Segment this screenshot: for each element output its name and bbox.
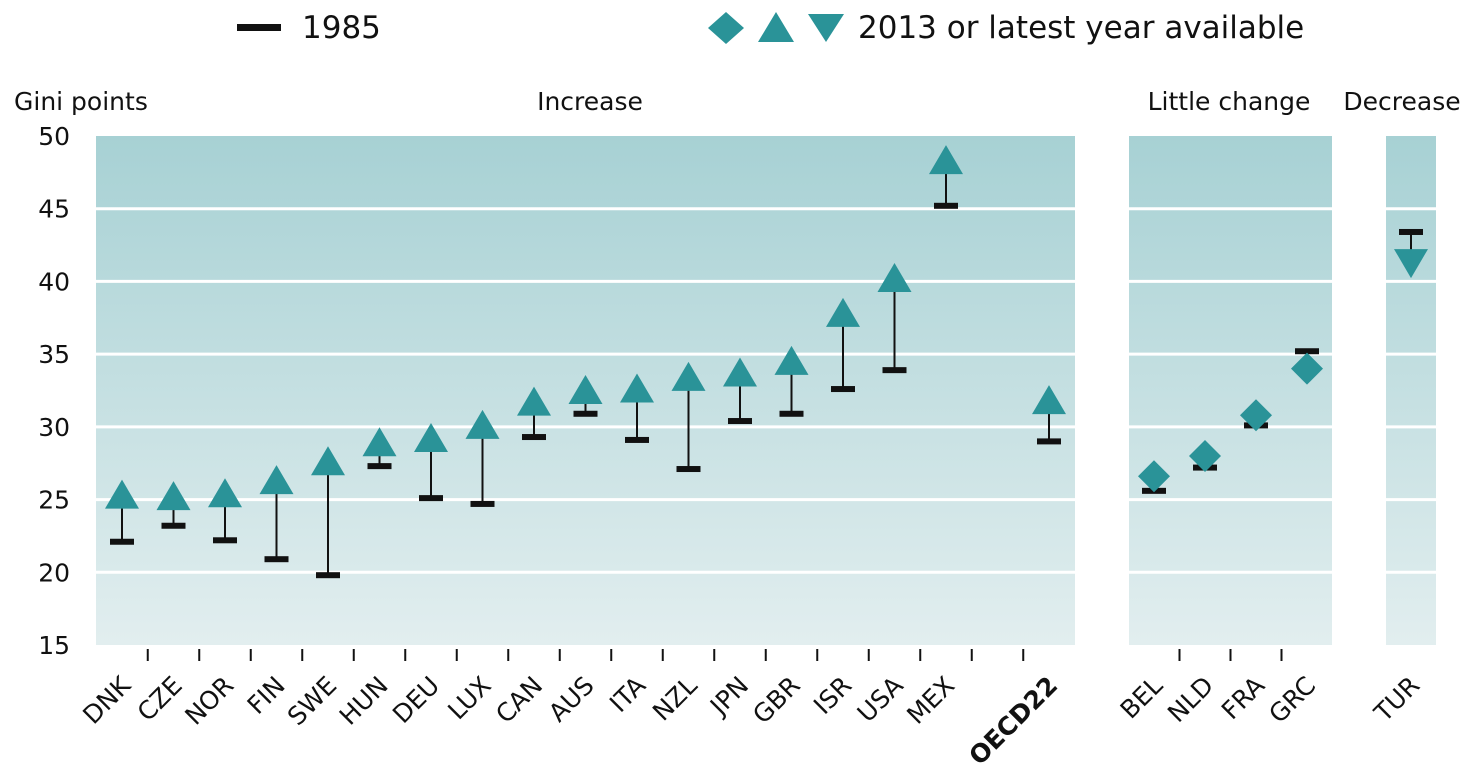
point-2013-oecd22: [1032, 385, 1066, 415]
x-label-gbr: GBR: [747, 671, 806, 730]
point-1985-nor: [213, 537, 237, 544]
x-label-bel: BEL: [1115, 671, 1169, 725]
point-1985-cze: [161, 522, 186, 529]
point-1985-grc: [1295, 348, 1319, 355]
panel-2: [1386, 136, 1436, 645]
point-2013-fra: [1240, 399, 1272, 432]
x-label-jpn: JPN: [703, 671, 754, 722]
y-tick-label: 30: [38, 413, 70, 442]
point-2013-tur: [1394, 249, 1428, 279]
point-1985-deu: [419, 495, 443, 502]
legend-triangle-down-icon: [808, 14, 844, 42]
point-1985-isr: [831, 386, 855, 393]
point-2013-nld: [1189, 439, 1221, 472]
y-tick-label: 45: [38, 195, 70, 224]
point-2013-usa: [877, 262, 912, 292]
legend-1985-symbol: [237, 24, 281, 31]
point-1985-lux: [470, 500, 495, 507]
x-label-fra: FRA: [1216, 671, 1270, 725]
group-label: Little change: [1148, 87, 1311, 116]
point-1985-swe: [316, 572, 340, 579]
y-axis-label: Gini points: [14, 87, 148, 116]
x-label-swe: SWE: [282, 671, 342, 731]
panel-1: [1129, 136, 1332, 645]
x-label-aus: AUS: [543, 671, 600, 728]
point-1985-ita: [625, 436, 649, 443]
point-1985-dnk: [110, 538, 134, 545]
point-1985-nzl: [676, 466, 701, 473]
point-1985-aus: [573, 410, 598, 417]
x-label-usa: USA: [852, 671, 909, 728]
x-label-isr: ISR: [808, 671, 857, 720]
point-2013-isr: [826, 297, 860, 327]
x-label-can: CAN: [490, 671, 548, 729]
point-2013-fin: [259, 465, 294, 495]
y-axis-ticks: 15 20 25 30 35 40 45 50: [38, 122, 70, 660]
point-2013-mex: [929, 145, 963, 175]
point-2013-grc: [1291, 352, 1323, 385]
point-2013-jpn: [723, 357, 757, 387]
point-2013-nor: [208, 478, 242, 508]
x-label-tur: TUR: [1368, 671, 1425, 728]
legend-diamond-icon: [708, 12, 744, 44]
x-label-lux: LUX: [442, 671, 497, 726]
legend: 1985 2013 or latest year available: [237, 10, 1304, 46]
point-2013-lux: [465, 409, 500, 439]
x-label-grc: GRC: [1263, 671, 1321, 729]
point-1985-oecd22: [1037, 438, 1061, 445]
y-tick-label: 40: [38, 267, 70, 296]
x-label-oecd22: OECD22: [963, 671, 1063, 771]
point-2013-hun: [362, 427, 397, 457]
x-label-ita: ITA: [604, 671, 651, 718]
legend-2013-label: 2013 or latest year available: [858, 10, 1304, 46]
point-1985-can: [522, 434, 546, 441]
x-label-hun: HUN: [334, 671, 394, 731]
point-1985-hun: [367, 463, 392, 470]
group-labels: Increase Little change Decrease: [537, 87, 1461, 116]
point-2013-can: [517, 386, 551, 416]
point-2013-nzl: [671, 361, 706, 391]
y-tick-label: 50: [38, 122, 70, 151]
x-label-dnk: DNK: [77, 670, 136, 729]
point-2013-swe: [311, 446, 345, 476]
point-2013-dnk: [105, 479, 139, 509]
panels: [96, 136, 1436, 645]
y-tick-label: 20: [38, 558, 70, 587]
x-label-nld: NLD: [1162, 671, 1219, 728]
point-1985-usa: [882, 367, 907, 374]
point-1985-jpn: [728, 418, 752, 425]
point-2013-ita: [620, 373, 654, 403]
point-1985-tur: [1399, 228, 1423, 235]
y-tick-label: 25: [38, 486, 70, 515]
point-2013-deu: [414, 422, 448, 452]
legend-triangle-up-icon: [758, 12, 794, 42]
point-1985-fin: [264, 556, 289, 563]
x-label-nor: NOR: [179, 671, 239, 731]
point-1985-gbr: [779, 410, 804, 417]
point-2013-gbr: [774, 345, 809, 375]
point-2013-aus: [568, 374, 603, 404]
x-label-nzl: NZL: [647, 671, 703, 727]
x-label-cze: CZE: [132, 671, 188, 727]
y-tick-label: 35: [38, 340, 70, 369]
point-2013-cze: [156, 481, 191, 511]
x-label-deu: DEU: [387, 671, 445, 729]
x-label-mex: MEX: [901, 671, 960, 730]
y-tick-label: 15: [38, 631, 70, 660]
group-label: Increase: [537, 87, 643, 116]
legend-1985-label: 1985: [302, 10, 381, 46]
point-2013-bel: [1138, 460, 1170, 493]
group-label: Decrease: [1343, 87, 1460, 116]
point-1985-mex: [934, 202, 958, 209]
data-marks: [105, 145, 1428, 579]
